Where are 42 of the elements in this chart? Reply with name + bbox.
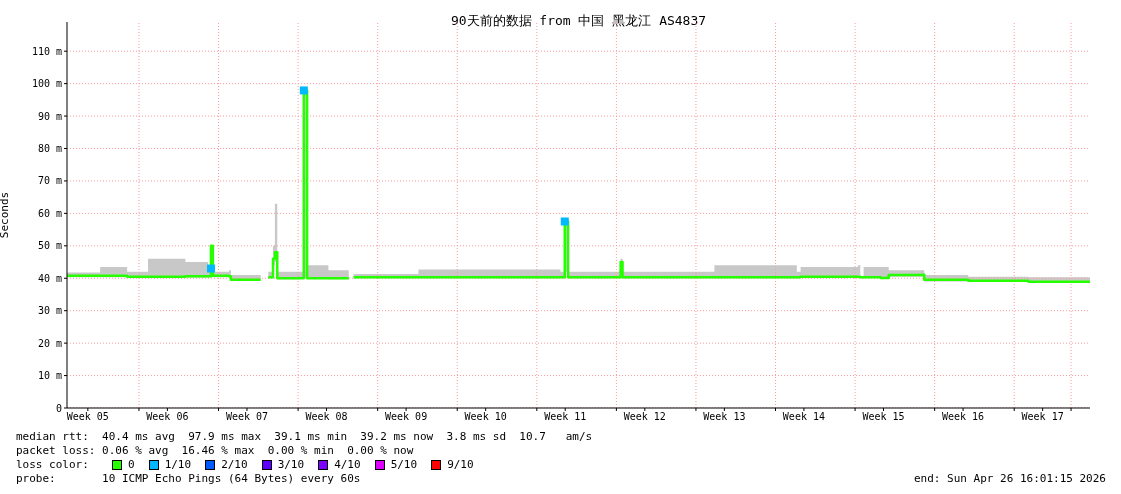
- point: [560, 217, 569, 226]
- y-tick-label: 40 m: [37, 272, 62, 284]
- text: median rtt: 40.4 ms avg 97.9 ms max 39.1 ms min 39.2 ms now 3.8 ms sd 10.7 am/s: [16, 430, 594, 444]
- x-tick-label: Week 08: [305, 411, 348, 423]
- x-tick-label: Week 05: [66, 411, 109, 423]
- legend-title: loss color:: [16, 458, 90, 472]
- legend-label: 5/10: [389, 458, 418, 472]
- x-tick-label: Week 12: [623, 411, 666, 423]
- x-tick-label: Week 16: [941, 411, 985, 423]
- point: [299, 86, 308, 95]
- x-tick-label: Week 09: [385, 411, 428, 423]
- point: [206, 264, 215, 273]
- x-tick-label: Week 11: [544, 411, 587, 423]
- text: probe: 10 ICMP Echo Pings (64 Bytes) every 60s: [16, 472, 361, 486]
- y-tick-label: 80 m: [37, 143, 62, 155]
- x-tick-label: Week 06: [146, 411, 189, 423]
- legend-label: 9/10: [446, 458, 474, 472]
- x-tick-label: Week 14: [782, 411, 826, 423]
- y-tick-label: 90 m: [37, 110, 62, 122]
- text: end: Sun Apr 26 16:01:15 2026: [913, 472, 1106, 486]
- y-tick-label: 10 m: [37, 370, 62, 382]
- y-tick-label: 20 m: [37, 337, 62, 349]
- x-tick-label: Week 13: [703, 411, 746, 423]
- x-tick-label: Week 17: [1021, 411, 1064, 423]
- legend-label: 1/10: [163, 458, 192, 472]
- chart-title: 90天前的数据 from 中国 黑龙江 AS4837: [449, 12, 708, 30]
- y-tick-label: 70 m: [37, 175, 62, 187]
- text: packet loss: 0.06 % avg 16.46 % max 0.00 % min 0.00 % now: [16, 444, 415, 458]
- x-tick-label: Week 10: [464, 411, 507, 423]
- x-tick-label: Week 07: [225, 411, 269, 423]
- legend-label: 3/10: [276, 458, 305, 472]
- x-tick-label: Week 15: [862, 411, 905, 423]
- y-tick-label: 60 m: [37, 207, 62, 219]
- legend-label: 4/10: [333, 458, 361, 472]
- y-axis-title: Seconds: [0, 191, 11, 239]
- y-tick-label: 110 m: [31, 45, 62, 57]
- y-tick-label: 0: [55, 402, 62, 414]
- legend-label: 0: [127, 458, 135, 472]
- y-tick-label: 30 m: [37, 305, 62, 317]
- y-tick-label: 100 m: [31, 78, 62, 90]
- y-tick-label: 50 m: [37, 240, 62, 252]
- legend-label: 2/10: [220, 458, 248, 472]
